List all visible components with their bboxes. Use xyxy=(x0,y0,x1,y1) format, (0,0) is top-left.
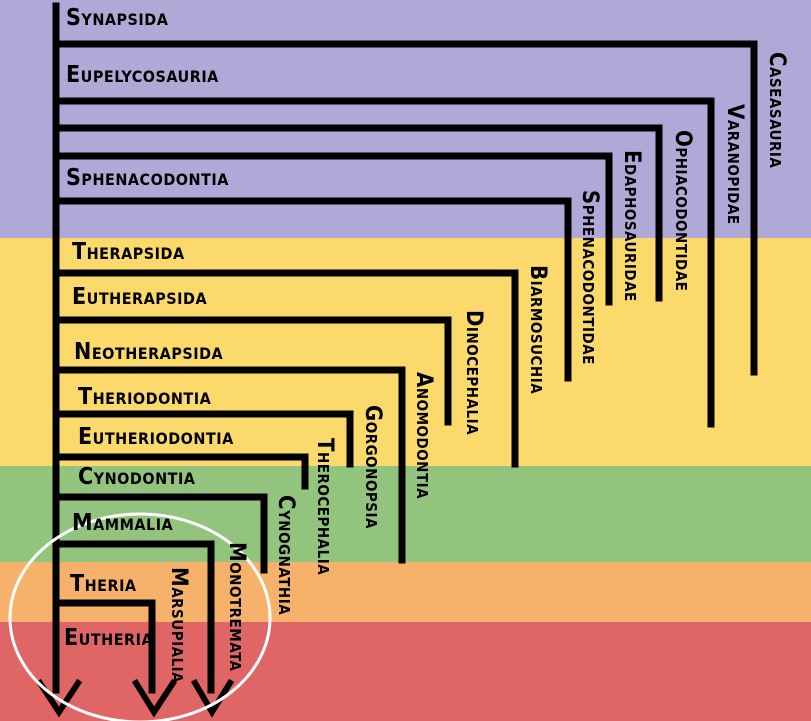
branch-caseasauria xyxy=(52,40,758,376)
branch-dinocephalia xyxy=(52,316,452,426)
label-theriodontia: Theriodontia xyxy=(78,384,212,410)
branch-edaphosauridae xyxy=(52,152,613,306)
label-sphenacodontidae: Sphenacodontidae xyxy=(577,190,602,365)
band-orange xyxy=(0,562,811,622)
branch-marsupialia xyxy=(52,599,156,694)
monotremata-arrowhead xyxy=(190,678,235,718)
label-synapsida: Synapsida xyxy=(66,5,169,31)
label-biarmosuchia: Biarmosuchia xyxy=(525,265,550,395)
label-eupelycosauria: Eupelycosauria xyxy=(66,62,219,88)
label-edaphosauridae: Edaphosauridae xyxy=(619,150,644,302)
branch-monotremata xyxy=(52,540,215,694)
label-marsupialia: Marsupialia xyxy=(166,567,191,684)
branch-sphenacodontidae xyxy=(52,197,572,382)
label-mammalia: Mammalia xyxy=(72,510,174,536)
label-eutheriodontia: Eutheriodontia xyxy=(78,424,234,450)
branch-gorgonopsia xyxy=(52,410,354,468)
branch-anomodontia xyxy=(52,366,406,564)
label-varanopidae: Varanopidae xyxy=(722,104,747,225)
branch-therocephalia xyxy=(52,453,309,490)
mammalia-highlight-ellipse xyxy=(8,512,272,721)
label-therapsida: Therapsida xyxy=(72,239,185,265)
branch-ophiacodontidae xyxy=(52,124,663,302)
label-gorgonopsia: Gorgonopsia xyxy=(360,405,385,529)
label-therocephalia: Therocephalia xyxy=(312,438,337,576)
branch-cynognathia xyxy=(52,493,268,574)
label-dinocephalia: Dinocephalia xyxy=(461,310,486,436)
marsupialia-arrowhead xyxy=(131,678,178,718)
label-neotherapsida: Neotherapsida xyxy=(74,339,224,365)
label-caseasauria: Caseasauria xyxy=(764,52,789,169)
band-red xyxy=(0,622,811,721)
label-sphenacodontia: Sphenacodontia xyxy=(66,165,229,191)
label-cynodontia: Cynodontia xyxy=(78,464,196,490)
eutheria-arrowhead xyxy=(35,678,83,718)
label-theria: Theria xyxy=(70,571,137,597)
label-ophiacodontidae: Ophiacodontidae xyxy=(670,130,695,292)
label-cynognathia: Cynognathia xyxy=(273,495,298,616)
branch-biarmosuchia xyxy=(52,269,519,468)
label-eutherapsida: Eutherapsida xyxy=(72,284,208,310)
branch-varanopidae xyxy=(52,97,715,428)
label-anomodontia: Anomodontia xyxy=(411,372,436,500)
label-monotremata: Monotremata xyxy=(224,542,249,672)
label-eutheria: Eutheria xyxy=(64,625,154,651)
